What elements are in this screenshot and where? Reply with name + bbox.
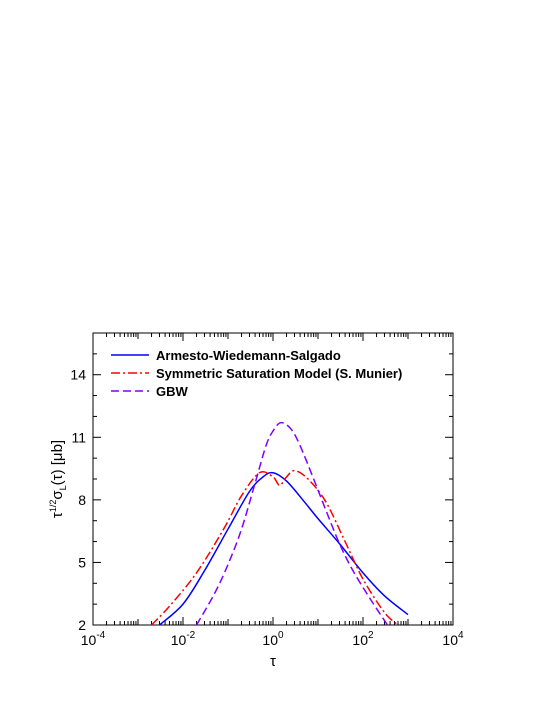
legend-label-2: Symmetric Saturation Model (S. Munier) — [156, 366, 402, 381]
y-tick-label: 5 — [78, 554, 86, 570]
x-tick-label: 10-4 — [81, 630, 106, 648]
series-layer — [151, 421, 409, 625]
y-tick-label: 11 — [71, 429, 86, 445]
y-axis-title: τ1/2σL(τ) [μb] — [48, 440, 68, 518]
y-axis: 2 5 8 11 14 — [70, 332, 453, 633]
y-tick-label: 14 — [70, 367, 86, 383]
axis-titles: τ τ1/2σL(τ) [μb] — [48, 440, 276, 670]
legend: Armesto-Wiedemann-Salgado Symmetric Satur… — [111, 348, 402, 399]
legend-label-1: Armesto-Wiedemann-Salgado — [156, 348, 341, 363]
x-axis-title: τ — [270, 653, 276, 670]
legend-label-3: GBW — [156, 384, 189, 399]
series-line-3 — [195, 421, 389, 625]
x-tick-label: 104 — [442, 630, 464, 648]
x-axis: 10-4 10-2 100 102 104 — [81, 333, 464, 648]
x-tick-label: 10-2 — [171, 630, 196, 648]
series-line-2 — [151, 469, 399, 625]
series-line-1 — [158, 471, 409, 625]
y-tick-label: 8 — [78, 492, 86, 508]
x-tick-label: 102 — [352, 630, 374, 648]
y-tick-label: 2 — [78, 617, 86, 633]
x-tick-label: 100 — [262, 630, 284, 648]
